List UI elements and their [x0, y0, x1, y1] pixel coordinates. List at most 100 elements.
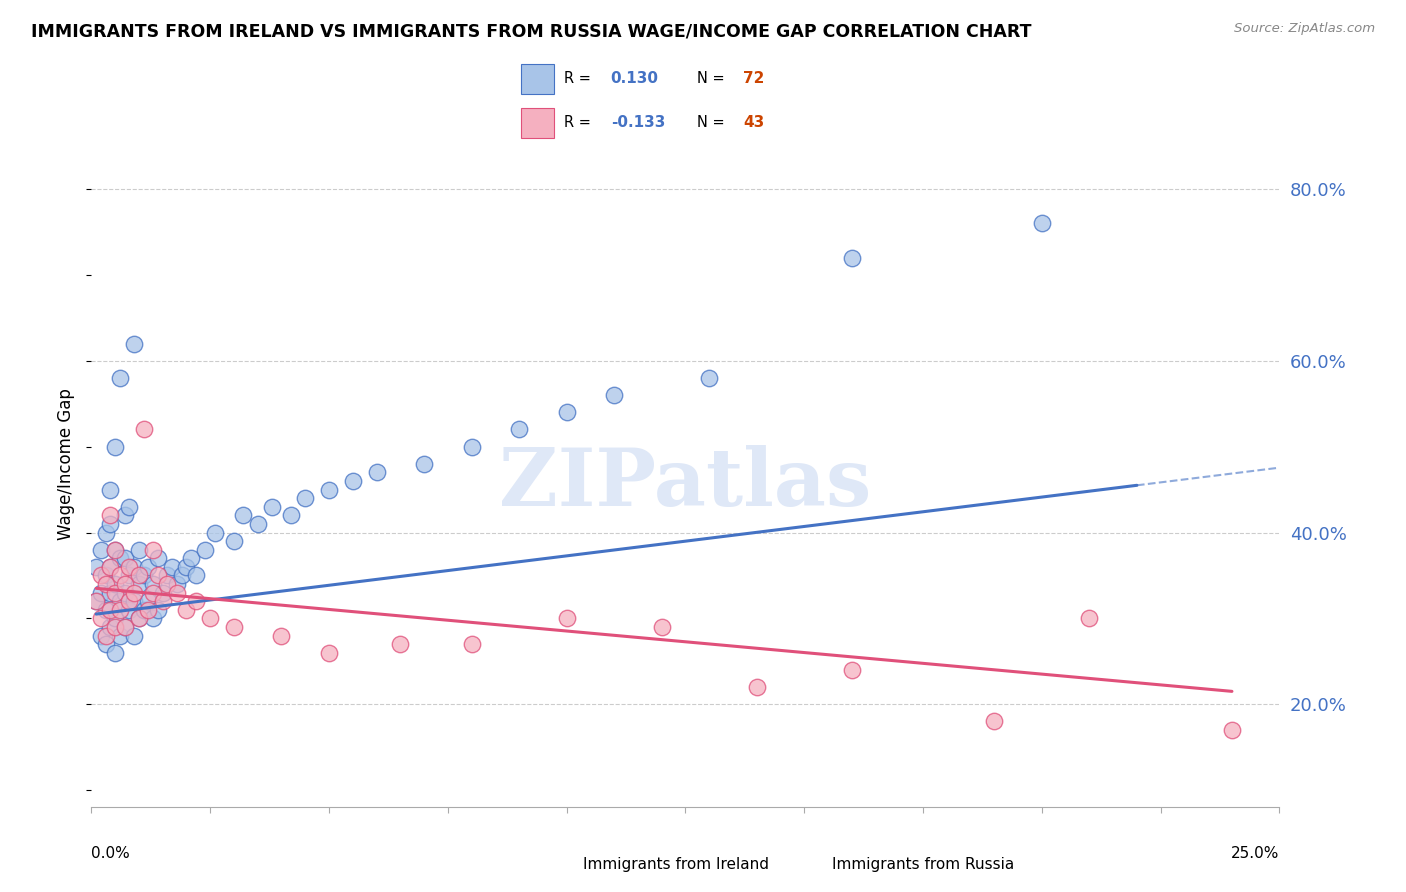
Point	[697, 371, 720, 385]
Point	[128, 577, 150, 591]
Point	[246, 516, 269, 531]
Point	[152, 594, 174, 608]
Text: R =: R =	[564, 71, 596, 87]
Point	[166, 577, 188, 591]
Point	[94, 628, 117, 642]
Point	[170, 568, 193, 582]
Point	[94, 637, 117, 651]
Point	[152, 585, 174, 599]
Point	[118, 603, 141, 617]
Point	[160, 560, 183, 574]
Point	[142, 577, 165, 591]
Point	[146, 603, 169, 617]
Point	[142, 585, 165, 599]
Point	[603, 388, 626, 402]
Point	[194, 542, 217, 557]
Point	[100, 483, 122, 497]
Point	[128, 611, 150, 625]
Point	[270, 628, 292, 642]
Point	[841, 663, 863, 677]
Point	[138, 594, 160, 608]
Point	[138, 603, 160, 617]
Point	[460, 440, 482, 454]
Point	[104, 542, 127, 557]
Bar	[522, 108, 554, 138]
Point	[100, 585, 122, 599]
Bar	[522, 64, 554, 94]
Point	[184, 594, 207, 608]
Point	[100, 560, 122, 574]
Point	[108, 594, 131, 608]
Point	[176, 603, 198, 617]
Text: Immigrants from Ireland: Immigrants from Ireland	[583, 857, 769, 871]
Text: -0.133: -0.133	[610, 115, 665, 130]
Point	[90, 568, 112, 582]
Point	[260, 500, 283, 514]
Point	[90, 628, 112, 642]
Point	[90, 585, 112, 599]
Point	[100, 603, 122, 617]
Point	[108, 603, 131, 617]
Point	[94, 577, 117, 591]
Point	[156, 577, 179, 591]
Point	[841, 251, 863, 265]
Point	[983, 714, 1005, 729]
Point	[118, 560, 141, 574]
Point	[184, 568, 207, 582]
Point	[104, 646, 127, 660]
Point	[118, 594, 141, 608]
Point	[294, 491, 316, 505]
Point	[1031, 216, 1053, 230]
Point	[84, 594, 107, 608]
Point	[122, 594, 145, 608]
Point	[132, 423, 155, 437]
Point	[389, 637, 412, 651]
Point	[204, 525, 226, 540]
Point	[114, 585, 136, 599]
Point	[132, 603, 155, 617]
Point	[104, 620, 127, 634]
Point	[222, 534, 245, 549]
Point	[84, 594, 107, 608]
Point	[318, 483, 340, 497]
Point	[366, 466, 388, 480]
Point	[108, 628, 131, 642]
Point	[318, 646, 340, 660]
Point	[156, 568, 179, 582]
Text: IMMIGRANTS FROM IRELAND VS IMMIGRANTS FROM RUSSIA WAGE/INCOME GAP CORRELATION CH: IMMIGRANTS FROM IRELAND VS IMMIGRANTS FR…	[31, 22, 1032, 40]
Point	[1220, 723, 1243, 737]
Point	[114, 508, 136, 523]
Point	[180, 551, 202, 566]
Point	[100, 620, 122, 634]
Text: 25.0%: 25.0%	[1232, 846, 1279, 861]
Point	[460, 637, 482, 651]
Point	[413, 457, 436, 471]
Point	[114, 551, 136, 566]
Point	[200, 611, 222, 625]
Point	[138, 560, 160, 574]
Point	[745, 680, 768, 694]
Text: ZIPatlas: ZIPatlas	[499, 445, 872, 524]
Point	[280, 508, 302, 523]
Point	[100, 560, 122, 574]
Point	[104, 542, 127, 557]
Point	[100, 516, 122, 531]
Point	[142, 611, 165, 625]
Point	[122, 560, 145, 574]
Text: 0.0%: 0.0%	[91, 846, 131, 861]
Text: 72: 72	[742, 71, 765, 87]
Point	[104, 440, 127, 454]
Point	[651, 620, 673, 634]
Point	[90, 542, 112, 557]
Point	[128, 611, 150, 625]
Point	[94, 603, 117, 617]
Point	[108, 371, 131, 385]
Point	[104, 585, 127, 599]
Point	[132, 568, 155, 582]
Point	[122, 585, 145, 599]
Point	[114, 620, 136, 634]
Point	[108, 568, 131, 582]
Point	[142, 542, 165, 557]
Text: N =: N =	[696, 71, 728, 87]
Text: Immigrants from Russia: Immigrants from Russia	[832, 857, 1015, 871]
